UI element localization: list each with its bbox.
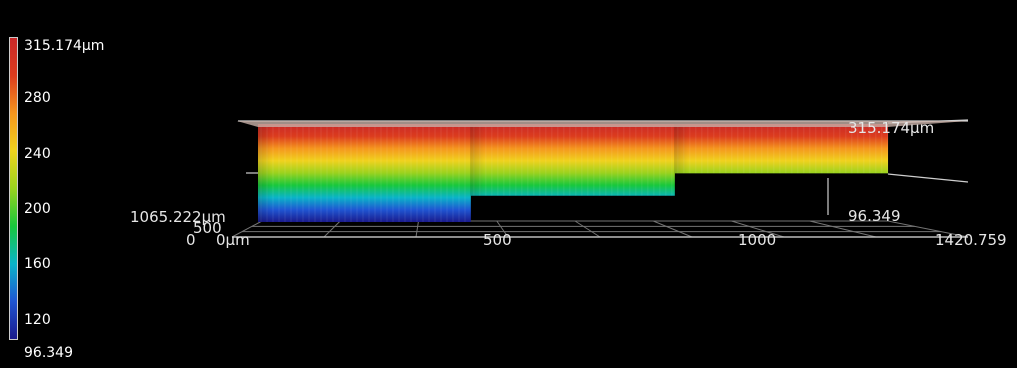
- grid-line: [653, 220, 693, 238]
- grid-line: [323, 220, 341, 238]
- x-axis-tick-label: 1000: [738, 231, 776, 249]
- z-axis-max-label: 315.174µm: [848, 119, 934, 137]
- scale-max-label: 315.174µm: [24, 38, 105, 54]
- grid-line: [415, 220, 419, 238]
- grid-line: [496, 220, 509, 238]
- x-axis-tick-label: 500: [483, 231, 512, 249]
- scale-tick-label: 240: [24, 146, 51, 162]
- scale-tick-label: 200: [24, 201, 51, 217]
- grid-line: [574, 220, 601, 238]
- x-axis-end-label: 1420.759: [935, 231, 1007, 249]
- grid-line: [809, 220, 877, 238]
- surface-segment: [258, 124, 471, 222]
- x-axis-origin-label: 0µm: [216, 231, 250, 249]
- height-scale-legend: 315.174µm 280 240 200 160 120 96.349: [0, 0, 120, 368]
- surface-top-rim: [237, 121, 968, 127]
- height-surface: [258, 124, 889, 222]
- colorbar: [9, 37, 18, 340]
- surface-step-shade: [674, 124, 689, 174]
- surface-step-shade: [470, 124, 485, 196]
- scale-tick-label: 280: [24, 90, 51, 106]
- grid-line: [731, 220, 785, 238]
- floor-grid: [231, 220, 969, 238]
- scale-tick-label: 160: [24, 256, 51, 272]
- surface-segment: [674, 124, 888, 174]
- surface-step-shade: [258, 124, 272, 222]
- scale-tick-label: 120: [24, 312, 51, 328]
- grid-line: [231, 220, 263, 238]
- z-mid-guide-line: [887, 173, 969, 183]
- y-axis-origin-label: 0: [186, 231, 196, 249]
- surface-segment: [470, 124, 675, 196]
- z-axis-min-label: 96.349: [848, 207, 901, 225]
- y-axis-mid-label: 500: [193, 219, 222, 237]
- scale-min-label: 96.349: [24, 345, 73, 361]
- y-axis-end-label: 1065.222µm: [130, 208, 226, 226]
- grid-line: [887, 220, 969, 238]
